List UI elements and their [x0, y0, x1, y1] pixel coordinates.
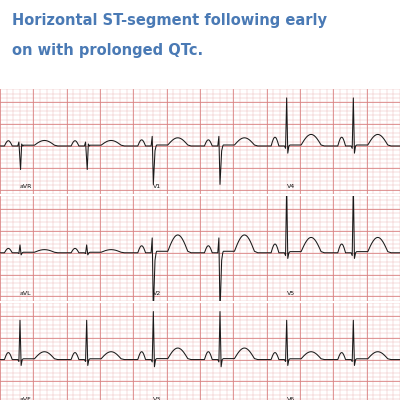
- Text: V4: V4: [287, 184, 295, 189]
- Text: V2: V2: [153, 291, 162, 296]
- Text: aVL: aVL: [20, 291, 32, 296]
- Text: V1: V1: [153, 184, 162, 189]
- Text: Horizontal ST-segment following early: Horizontal ST-segment following early: [12, 13, 327, 28]
- Text: V6: V6: [287, 398, 295, 400]
- Text: V3: V3: [153, 398, 162, 400]
- Text: aVR: aVR: [20, 184, 32, 189]
- Text: V5: V5: [287, 291, 295, 296]
- Text: on with prolonged QTc.: on with prolonged QTc.: [12, 43, 203, 58]
- Text: aVF: aVF: [20, 398, 32, 400]
